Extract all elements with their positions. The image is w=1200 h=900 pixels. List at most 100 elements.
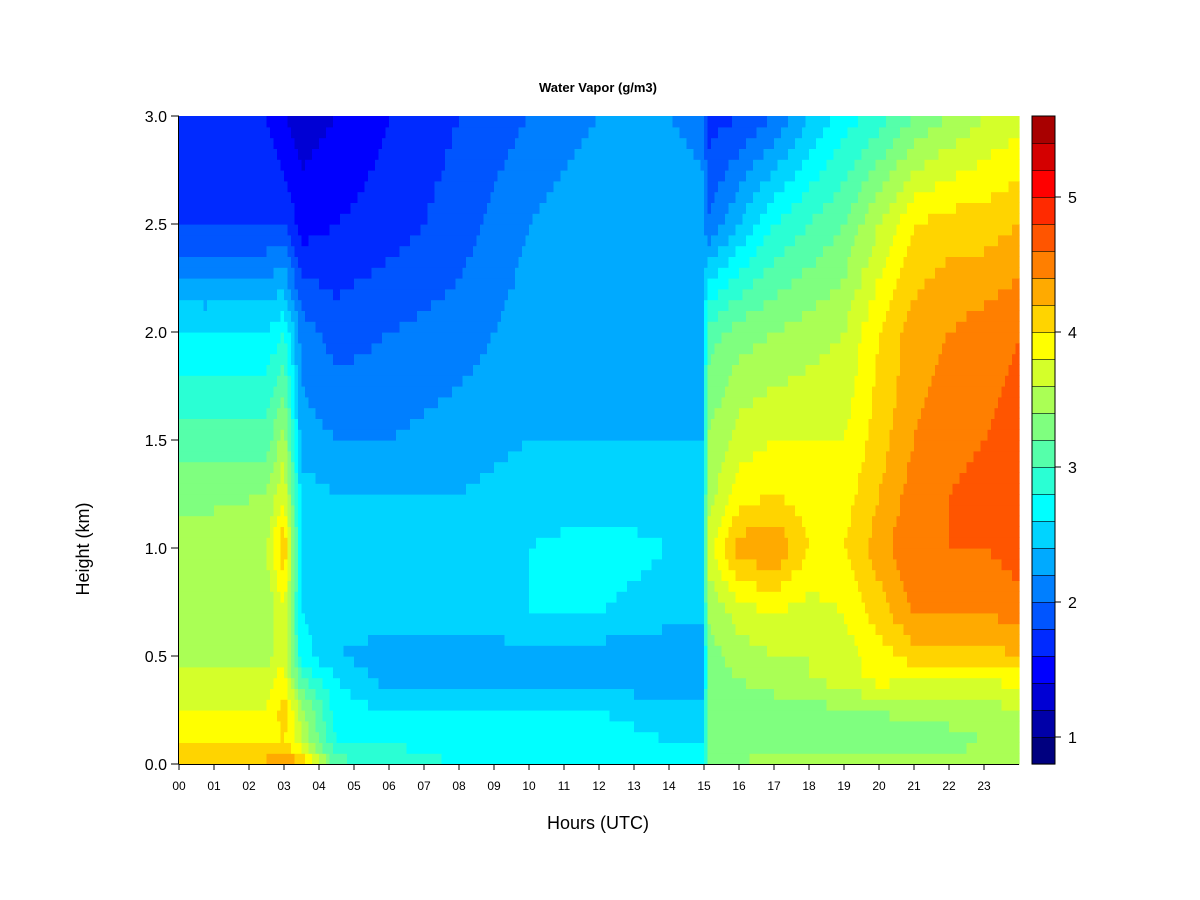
heatmap-cell [375, 332, 380, 344]
heatmap-cell [466, 699, 471, 711]
heatmap-cell [326, 429, 331, 441]
heatmap-cell [340, 461, 345, 473]
heatmap-cell [308, 386, 313, 398]
heatmap-cell [315, 526, 320, 538]
heatmap-cell [333, 332, 338, 344]
heatmap-cell [427, 688, 432, 700]
heatmap-cell [448, 386, 453, 398]
heatmap-cell [396, 472, 401, 484]
heatmap-cell [441, 267, 446, 279]
heatmap-cell [200, 256, 205, 268]
heatmap-cell [445, 353, 450, 365]
heatmap-cell [221, 407, 226, 419]
heatmap-cell [459, 224, 464, 236]
heatmap-cell [259, 321, 264, 333]
heatmap-cell [179, 137, 184, 149]
heatmap-cell [266, 688, 271, 700]
heatmap-cell [256, 267, 261, 279]
heatmap-cell [263, 256, 268, 268]
heatmap-cell [406, 267, 411, 279]
heatmap-cell [445, 278, 450, 290]
heatmap-cell [431, 234, 436, 247]
heatmap-cell [263, 342, 268, 355]
heatmap-cell [217, 515, 222, 527]
heatmap-cell [354, 526, 359, 538]
heatmap-cell [403, 602, 408, 614]
heatmap-cell [259, 126, 264, 139]
heatmap-cell [350, 234, 355, 247]
heatmap-cell [277, 450, 282, 463]
heatmap-cell [326, 537, 331, 549]
heatmap-cell [382, 342, 387, 355]
heatmap-cell [329, 202, 334, 214]
heatmap-cell [438, 191, 443, 203]
heatmap-cell [417, 429, 422, 441]
heatmap-cell [245, 494, 250, 506]
heatmap-cell [182, 720, 187, 733]
heatmap-cell [326, 245, 331, 257]
heatmap-cell [312, 429, 317, 441]
heatmap-cell [364, 386, 369, 398]
heatmap-cell [371, 396, 376, 409]
heatmap-cell [417, 386, 422, 398]
heatmap-cell [452, 299, 457, 311]
heatmap-cell [252, 504, 257, 517]
heatmap-cell [280, 504, 285, 517]
heatmap-cell [242, 375, 247, 387]
heatmap-cell [277, 688, 282, 700]
heatmap-cell [284, 137, 289, 149]
heatmap-cell [427, 602, 432, 614]
heatmap-cell [396, 580, 401, 592]
heatmap-cell [200, 504, 205, 517]
heatmap-cell [217, 429, 222, 441]
heatmap-cell [343, 310, 348, 322]
heatmap-cell [399, 299, 404, 311]
heatmap-cell [270, 299, 275, 311]
heatmap-cell [361, 623, 366, 635]
heatmap-cell [231, 602, 236, 614]
heatmap-cell [434, 666, 439, 679]
heatmap-cell [284, 353, 289, 365]
heatmap-cell [249, 569, 254, 581]
heatmap-cell [462, 126, 467, 139]
heatmap-cell [350, 548, 355, 560]
heatmap-cell [273, 526, 278, 538]
heatmap-cell [273, 623, 278, 635]
heatmap-cell [420, 548, 425, 560]
heatmap-cell [459, 569, 464, 581]
heatmap-cell [459, 494, 464, 506]
heatmap-cell [298, 677, 303, 689]
heatmap-cell [280, 418, 285, 430]
heatmap-cell [259, 666, 264, 679]
heatmap-cell [238, 580, 243, 592]
heatmap-cell [273, 548, 278, 560]
heatmap-cell [340, 180, 345, 193]
heatmap-cell [371, 386, 376, 398]
heatmap-cell [333, 288, 338, 301]
heatmap-cell [315, 332, 320, 344]
heatmap-cell [392, 515, 397, 527]
heatmap-cell [462, 170, 467, 182]
heatmap-cell [448, 299, 453, 311]
heatmap-cell [179, 429, 184, 441]
heatmap-cell [263, 526, 268, 538]
heatmap-cell [252, 299, 257, 311]
heatmap-cell [466, 386, 471, 398]
heatmap-cell [354, 159, 359, 171]
heatmap-cell [312, 213, 317, 225]
heatmap-cell [382, 440, 387, 452]
heatmap-cell [368, 612, 373, 625]
heatmap-cell [301, 753, 306, 765]
heatmap-cell [459, 191, 464, 203]
heatmap-cell [221, 418, 226, 430]
heatmap-cell [340, 634, 345, 646]
heatmap-cell [336, 202, 341, 214]
heatmap-cell [259, 407, 264, 419]
heatmap-cell [410, 310, 415, 322]
heatmap-cell [312, 375, 317, 387]
heatmap-cell [343, 569, 348, 581]
heatmap-cell [399, 710, 404, 722]
heatmap-cell [249, 159, 254, 171]
heatmap-cell [273, 504, 278, 517]
heatmap-cell [329, 526, 334, 538]
